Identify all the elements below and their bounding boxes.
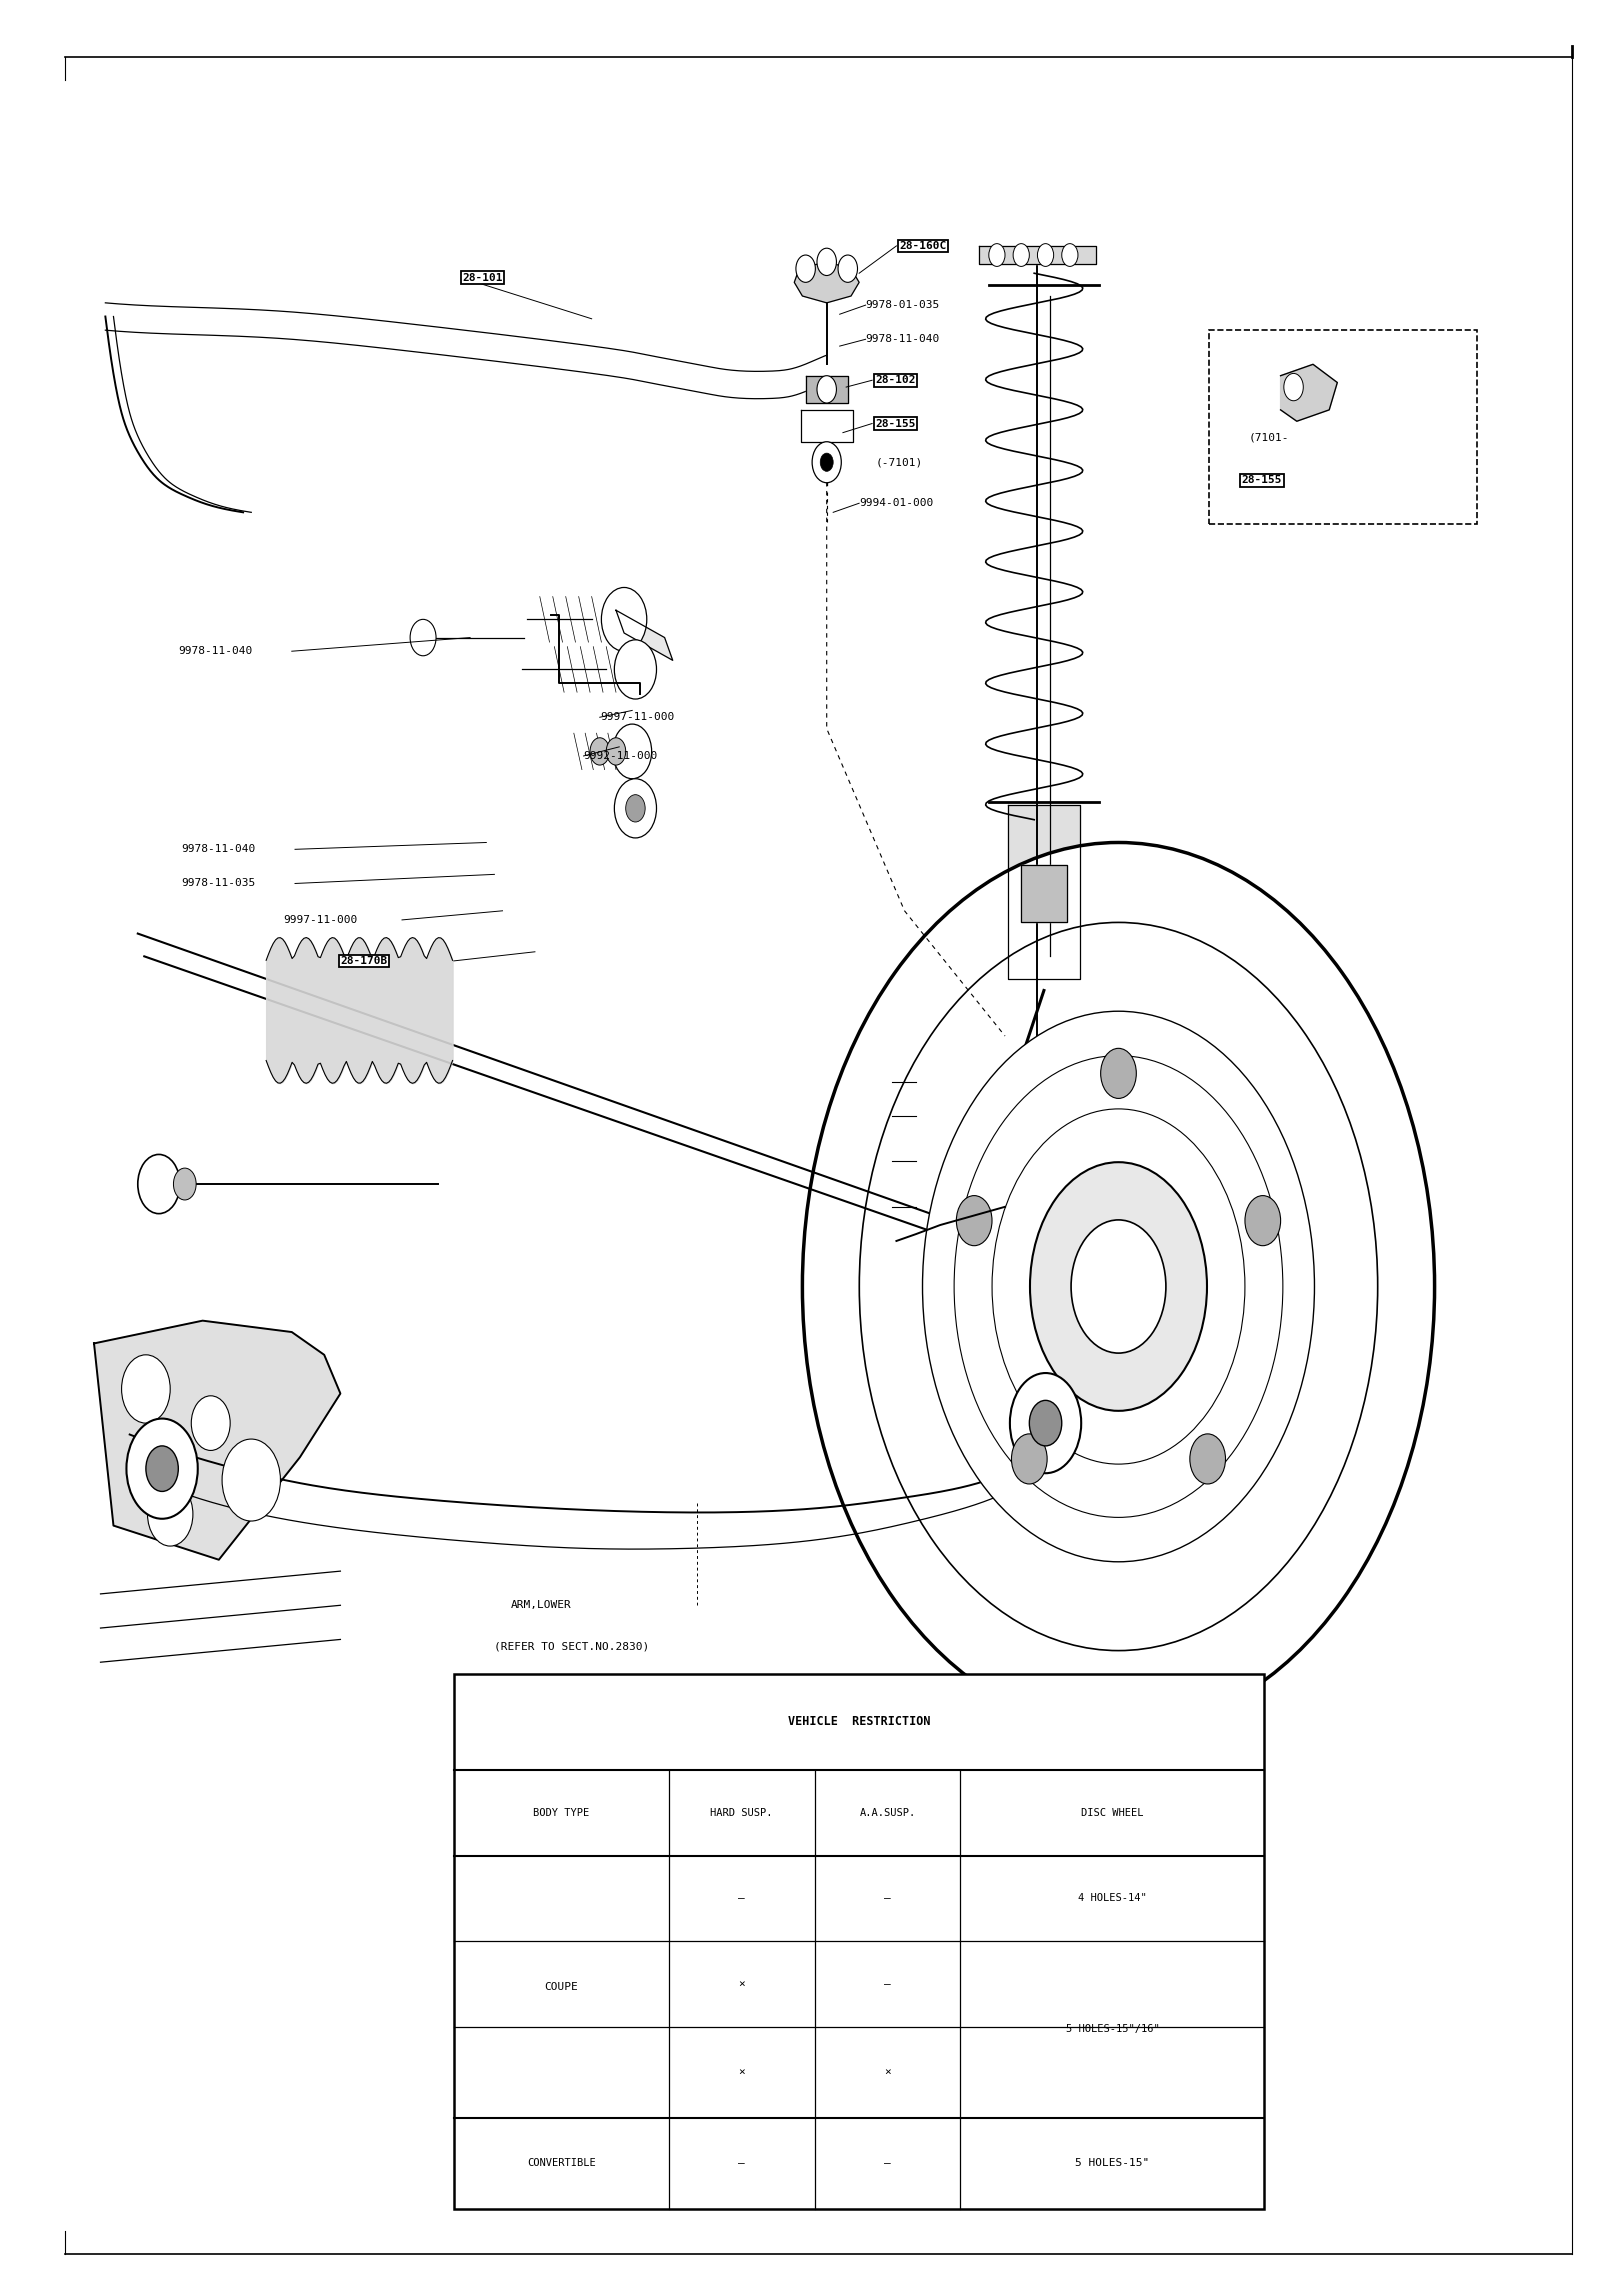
Text: 9978-11-040: 9978-11-040 (866, 335, 940, 344)
Circle shape (1037, 244, 1054, 266)
Text: 9978-11-035: 9978-11-035 (182, 879, 256, 888)
Circle shape (601, 587, 647, 651)
Text: –: – (738, 2159, 746, 2168)
Polygon shape (1281, 364, 1337, 421)
Text: (-7101): (-7101) (875, 458, 922, 467)
Circle shape (859, 922, 1378, 1651)
Circle shape (1284, 373, 1303, 401)
Circle shape (1062, 244, 1078, 266)
Text: –: – (738, 1894, 746, 1904)
Circle shape (922, 1011, 1315, 1562)
Text: BODY TYPE: BODY TYPE (533, 1808, 590, 1817)
Circle shape (838, 255, 858, 282)
Polygon shape (801, 410, 853, 442)
Circle shape (820, 453, 833, 471)
Bar (454, 1674, 1264, 2209)
Text: ×: × (738, 2068, 746, 2077)
Circle shape (989, 244, 1005, 266)
Circle shape (138, 1154, 180, 1214)
Text: (REFER TO SECT.NO.2830): (REFER TO SECT.NO.2830) (494, 1642, 650, 1651)
Text: 9997-11-000: 9997-11-000 (284, 915, 358, 924)
Circle shape (410, 619, 436, 656)
Circle shape (146, 1446, 178, 1491)
Circle shape (956, 1195, 992, 1246)
Circle shape (626, 795, 645, 822)
Circle shape (812, 442, 841, 483)
Text: HARD SUSP.: HARD SUSP. (710, 1808, 773, 1817)
Polygon shape (979, 246, 1096, 264)
Circle shape (1029, 1400, 1062, 1446)
Text: 28-170B: 28-170B (340, 956, 387, 965)
Text: –: – (883, 1894, 892, 1904)
Text: ARM,LOWER: ARM,LOWER (511, 1601, 571, 1610)
Circle shape (222, 1439, 280, 1521)
Circle shape (992, 1109, 1245, 1464)
Circle shape (191, 1396, 230, 1450)
Circle shape (614, 779, 657, 838)
Circle shape (1071, 1220, 1165, 1353)
Text: 9978-11-040: 9978-11-040 (182, 845, 256, 854)
Text: 9992-11-000: 9992-11-000 (584, 751, 658, 761)
Circle shape (148, 1482, 193, 1546)
Text: COUPE: COUPE (545, 1981, 579, 1992)
Polygon shape (616, 610, 673, 660)
Text: VEHICLE  RESTRICTION: VEHICLE RESTRICTION (788, 1715, 930, 1728)
Text: 28-160C: 28-160C (900, 241, 947, 250)
Circle shape (1029, 1161, 1208, 1412)
Text: –: – (883, 1979, 892, 1988)
Polygon shape (1021, 865, 1067, 922)
Circle shape (1012, 1435, 1047, 1485)
Circle shape (1245, 1195, 1281, 1246)
Text: 28-101: 28-101 (462, 273, 503, 282)
Circle shape (1101, 1047, 1136, 1098)
Text: 5 HOLES-15": 5 HOLES-15" (1075, 2159, 1149, 2168)
Circle shape (122, 1355, 170, 1423)
Polygon shape (806, 376, 848, 403)
Text: 9978-11-040: 9978-11-040 (178, 647, 253, 656)
Text: 4 HOLES-14": 4 HOLES-14" (1078, 1894, 1146, 1904)
Circle shape (817, 376, 836, 403)
Circle shape (802, 842, 1435, 1731)
Text: 9997-11-000: 9997-11-000 (600, 713, 674, 722)
Polygon shape (1008, 804, 1080, 979)
Circle shape (817, 248, 836, 276)
Text: CONVERTIBLE: CONVERTIBLE (527, 2159, 595, 2168)
Circle shape (614, 640, 657, 699)
Circle shape (590, 738, 609, 765)
Polygon shape (94, 1321, 340, 1560)
Circle shape (606, 738, 626, 765)
Text: (7101-: (7101- (1248, 433, 1289, 442)
Text: –: – (883, 2159, 892, 2168)
Text: ×: × (883, 2068, 892, 2077)
Text: 28-102: 28-102 (875, 376, 916, 385)
Text: 9978-01-035: 9978-01-035 (866, 301, 940, 310)
Circle shape (613, 724, 652, 779)
Circle shape (1013, 244, 1029, 266)
Circle shape (796, 255, 815, 282)
Text: ×: × (738, 1979, 746, 1988)
Text: 28-155: 28-155 (1242, 476, 1282, 485)
Circle shape (1190, 1435, 1225, 1485)
Text: 28-155: 28-155 (875, 419, 916, 428)
Bar (1209, 330, 1477, 524)
Text: 5 HOLES-15"/16": 5 HOLES-15"/16" (1065, 2024, 1159, 2033)
Circle shape (1010, 1373, 1081, 1473)
Circle shape (173, 1168, 196, 1200)
Circle shape (126, 1419, 198, 1519)
Text: 9994-01-000: 9994-01-000 (859, 499, 934, 508)
Text: A.A.SUSP.: A.A.SUSP. (859, 1808, 916, 1817)
Circle shape (955, 1057, 1282, 1516)
Polygon shape (794, 262, 859, 303)
Text: DISC WHEEL: DISC WHEEL (1081, 1808, 1144, 1817)
